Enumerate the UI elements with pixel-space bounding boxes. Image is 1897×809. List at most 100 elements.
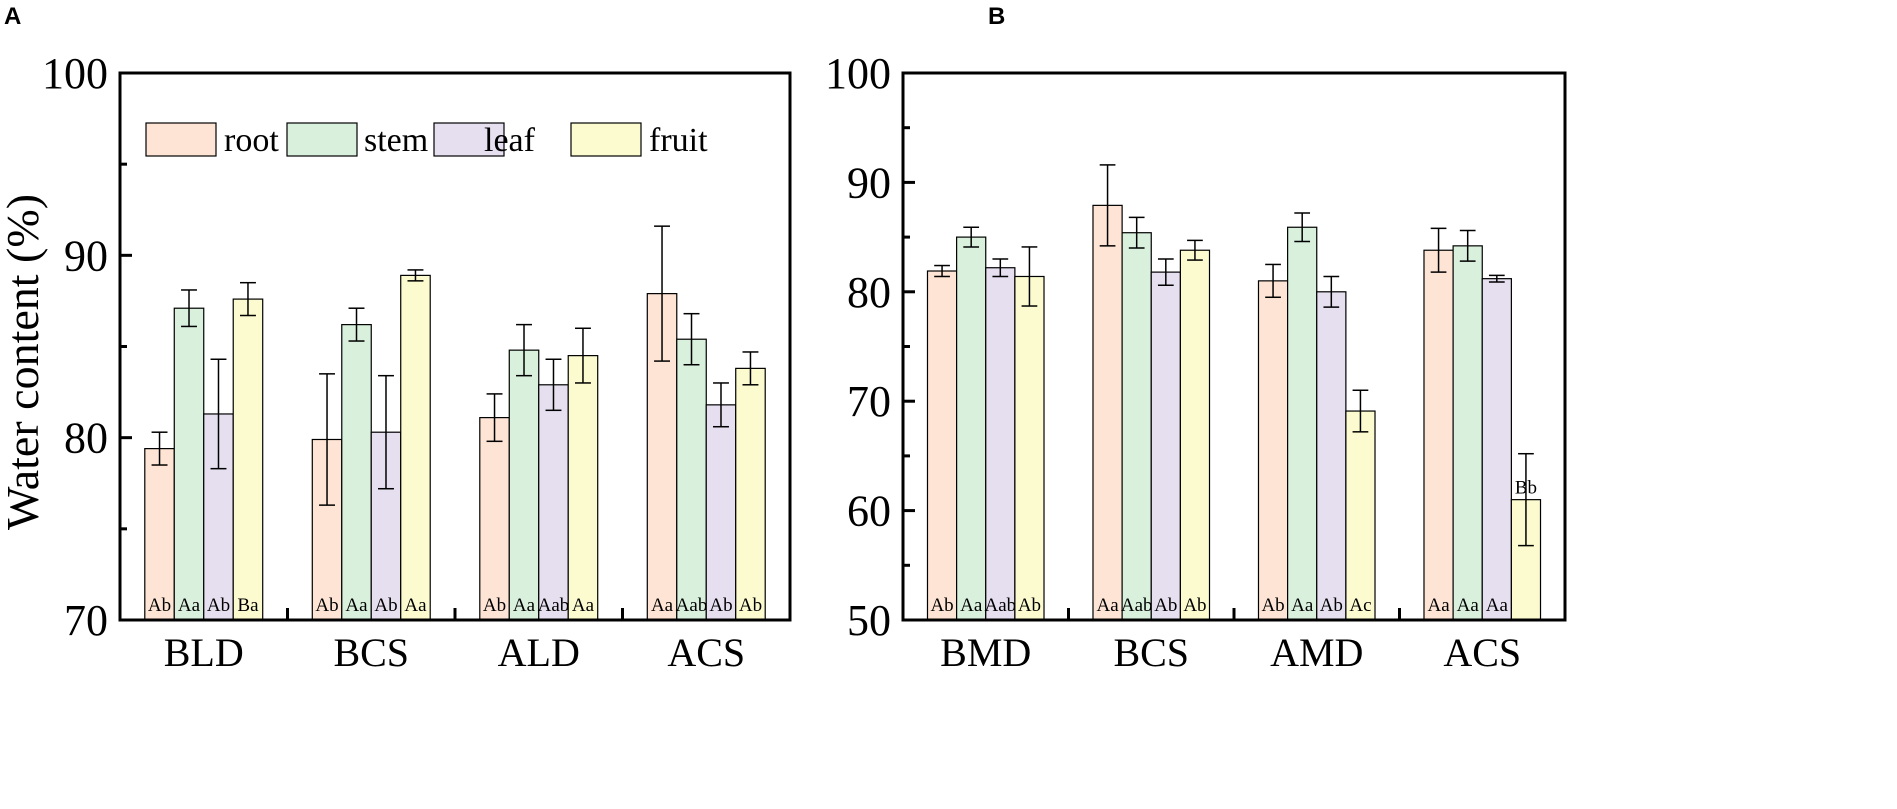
panel-b-error-bar-fruit-AMD <box>1352 389 1369 433</box>
panel-a-error-bar-stem-BCS <box>348 307 365 342</box>
panel-a-bar-fruit-BLD <box>232 298 264 621</box>
panel-a-sig-label-leaf-BCS: Ab <box>374 595 397 616</box>
panel-b-error-bar-fruit-ACS <box>1518 452 1534 547</box>
panel-b-y-tick-label: 70 <box>847 377 891 426</box>
panel-a-bar-leaf-ACS <box>705 404 737 621</box>
panel-b-error-bar-stem-AMD <box>1294 212 1311 243</box>
panel-a-error-bar-stem-BLD <box>181 289 197 328</box>
panel-a-sig-label-leaf-BLD: Ab <box>207 595 230 616</box>
panel-b-sig-label-stem-ACS: Aa <box>1457 595 1480 616</box>
panel-a-sig-label-root-ACS: Aa <box>651 595 674 616</box>
panel-a-bar-fruit-BCS <box>400 274 431 621</box>
panel-a-sig-label-fruit-ALD: Aa <box>572 595 595 616</box>
panel-a-error-bar-root-ALD <box>486 393 503 443</box>
legend-label-root: root <box>224 122 279 159</box>
panel-a-x-tick-label-ALD: ALD <box>498 630 580 675</box>
panel-a-error-bar-fruit-BLD <box>240 281 256 317</box>
panel-b-sig-label-leaf-BCS: Ab <box>1154 595 1177 616</box>
panel-a-y-tick-label: 90 <box>64 231 108 280</box>
panel-a-bar-stem-BCS <box>341 324 372 621</box>
panel-b-sig-label-root-BCS: Aa <box>1096 595 1119 616</box>
panel-b-sig-label-stem-BMD: Aa <box>960 595 983 616</box>
panel-b-sig-label-leaf-AMD: Ab <box>1320 595 1343 616</box>
panel-a-error-bar-leaf-BLD <box>210 358 227 470</box>
panel-a-bar-leaf-ALD <box>538 384 569 621</box>
panel-a-sig-label-fruit-ACS: Ab <box>739 595 762 616</box>
panel-a-bar-root-ALD <box>479 417 510 621</box>
panel-b-y-tick-label: 60 <box>847 487 891 536</box>
legend-label-fruit: fruit <box>649 122 708 159</box>
panel-label-a: A <box>4 3 21 30</box>
panel-b-error-bar-leaf-BMD <box>992 258 1009 278</box>
legend-label-stem: stem <box>364 122 428 159</box>
panel-b-sig-label-root-AMD: Ab <box>1261 595 1284 616</box>
panel-a-bar-stem-ACS <box>676 338 707 621</box>
panel-b-bar-root-ACS <box>1423 249 1454 621</box>
panel-a-sig-label-stem-ALD: Aa <box>513 595 536 616</box>
panel-b-sig-label-fruit-BMD: Ab <box>1018 595 1041 616</box>
panel-b-y-tick-label: 50 <box>847 596 891 645</box>
panel-a-x-tick-label-BLD: BLD <box>164 630 244 675</box>
panel-b-bar-fruit-BCS <box>1179 249 1211 621</box>
panel-b-error-bar-leaf-BCS <box>1157 258 1174 286</box>
panel-a-bar-fruit-ALD <box>567 355 599 621</box>
panel-b-bar-leaf-AMD <box>1316 291 1347 621</box>
panel-a-error-bar-fruit-ACS <box>742 351 759 386</box>
panel-b-bar-root-BCS <box>1092 204 1123 621</box>
panel-b-bar-fruit-BMD <box>1014 275 1045 621</box>
panel-b-bar-leaf-ACS <box>1481 278 1512 621</box>
panel-b-x-tick-label-AMD: AMD <box>1270 630 1363 675</box>
panel-b-bar-stem-ACS <box>1452 245 1483 621</box>
panel-a-sig-label-stem-ACS: Aab <box>676 595 708 616</box>
panel-b-sig-label-fruit-AMD: Ac <box>1349 595 1371 616</box>
panel-b-sig-label-root-ACS: Aa <box>1427 595 1450 616</box>
panel-b-bar-leaf-BMD <box>985 267 1016 621</box>
panel-a-error-bar-root-ACS <box>654 225 670 362</box>
legend-swatch-root <box>145 122 217 157</box>
panel-b-sig-label-fruit-BCS: Ab <box>1183 595 1206 616</box>
panel-b-error-bar-root-BMD <box>934 264 950 278</box>
panel-a-bar-root-BLD <box>144 448 175 621</box>
panel-a-sig-label-stem-BLD: Aa <box>178 595 201 616</box>
panel-a-sig-label-root-BCS: Ab <box>315 595 338 616</box>
panel-a-x-tick-label-BCS: BCS <box>333 630 409 675</box>
panel-b-error-bar-fruit-BMD <box>1021 246 1038 307</box>
panel-b-error-bar-root-AMD <box>1265 263 1281 299</box>
panel-a-bar-stem-BLD <box>173 307 205 621</box>
panel-b-error-bar-fruit-BCS <box>1187 239 1203 261</box>
panel-b-sig-label-stem-AMD: Aa <box>1291 595 1314 616</box>
panel-b-sig-label-root-BMD: Ab <box>930 595 953 616</box>
panel-a-sig-label-root-ALD: Ab <box>483 595 506 616</box>
legend-label-leaf: leaf <box>484 122 536 159</box>
panel-b-error-bar-stem-BCS <box>1128 216 1145 249</box>
panel-b-error-bar-leaf-AMD <box>1323 275 1340 308</box>
panel-b-sig-label-leaf-ACS: Aa <box>1486 595 1509 616</box>
panel-a-sig-label-stem-BCS: Aa <box>345 595 368 616</box>
panel-b-bar-stem-BCS <box>1121 232 1152 621</box>
panel-a-sig-label-leaf-ALD: Aab <box>538 595 570 616</box>
panel-a-sig-label-fruit-BCS: Aa <box>404 595 427 616</box>
panel-a-error-bar-leaf-ALD <box>545 358 562 412</box>
legend-swatch-fruit <box>570 122 642 157</box>
panel-a-error-bar-fruit-BCS <box>407 269 424 282</box>
panel-a-y-tick-label: 70 <box>64 596 108 645</box>
panel-b-bar-root-BMD <box>926 270 958 621</box>
panel-b-bar-stem-BMD <box>956 236 987 621</box>
panel-b-x-tick-label-BCS: BCS <box>1113 630 1189 675</box>
legend-swatch-stem <box>286 122 358 157</box>
panel-b-bar-root-AMD <box>1257 280 1289 621</box>
panel-a-x-tick-label-ACS: ACS <box>667 630 745 675</box>
panel-a-y-tick-label: 80 <box>64 414 108 463</box>
panel-b-error-bar-leaf-ACS <box>1488 274 1505 283</box>
panel-a-error-bar-stem-ALD <box>516 323 532 377</box>
panel-a-error-bar-stem-ACS <box>683 312 700 366</box>
panel-a-error-bar-leaf-BCS <box>378 374 394 490</box>
panel-b-error-bar-root-BCS <box>1099 164 1116 247</box>
panel-a-error-bar-root-BCS <box>319 373 335 506</box>
panel-b-y-tick-label: 100 <box>825 49 891 98</box>
panel-b-error-bar-root-ACS <box>1430 227 1447 273</box>
panel-a-sig-label-leaf-ACS: Ab <box>709 595 732 616</box>
